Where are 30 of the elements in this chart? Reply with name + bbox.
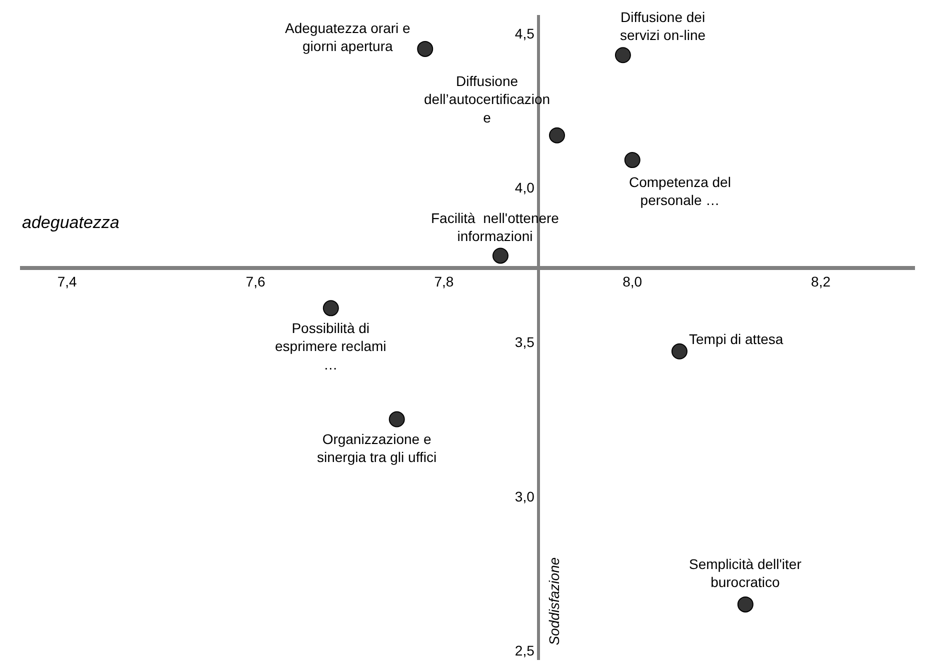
y-tick-label: 4,0 — [514, 180, 535, 196]
y-tick-label: 4,5 — [514, 25, 535, 42]
y-tick-label: 2,5 — [514, 642, 535, 659]
annotation: Organizzazione e sinergia tra gli uffici — [317, 431, 437, 466]
point — [417, 40, 434, 57]
x-tick-label: 7,6 — [246, 274, 266, 290]
x-axis-title: adeguatezza — [22, 213, 120, 232]
point — [737, 596, 754, 612]
point — [624, 152, 640, 168]
point — [492, 248, 508, 264]
annotation: Facilità nell'ottenere informazioni — [431, 210, 560, 244]
point — [388, 411, 405, 428]
annotation: Competenza del personale … — [629, 174, 731, 208]
x-tick-label: 8,0 — [622, 274, 642, 290]
point — [614, 47, 631, 64]
y-axis-title: Soddisfazione — [546, 557, 562, 646]
point — [671, 343, 688, 360]
annotation: Diffusione dei servizi on-line — [620, 9, 706, 44]
x-tick-label: 8,2 — [811, 274, 831, 290]
x-tick-label: 7,8 — [434, 274, 454, 290]
x-tick-label: 7,4 — [57, 274, 78, 290]
point — [322, 300, 339, 316]
annotation: Tempi di attesa — [689, 331, 784, 347]
point — [549, 127, 565, 144]
y-tick-label: 3,5 — [514, 334, 535, 350]
y-tick-label: 3,0 — [514, 488, 535, 504]
annotation: Possibilità di esprimere reclami … — [275, 320, 386, 372]
annotation: Adeguatezza orari e giorni apertura — [285, 20, 411, 54]
annotation: Diffusione dell’autocertificazion e — [424, 73, 550, 126]
annotation: Semplicità dell'iter burocratico — [689, 556, 802, 590]
